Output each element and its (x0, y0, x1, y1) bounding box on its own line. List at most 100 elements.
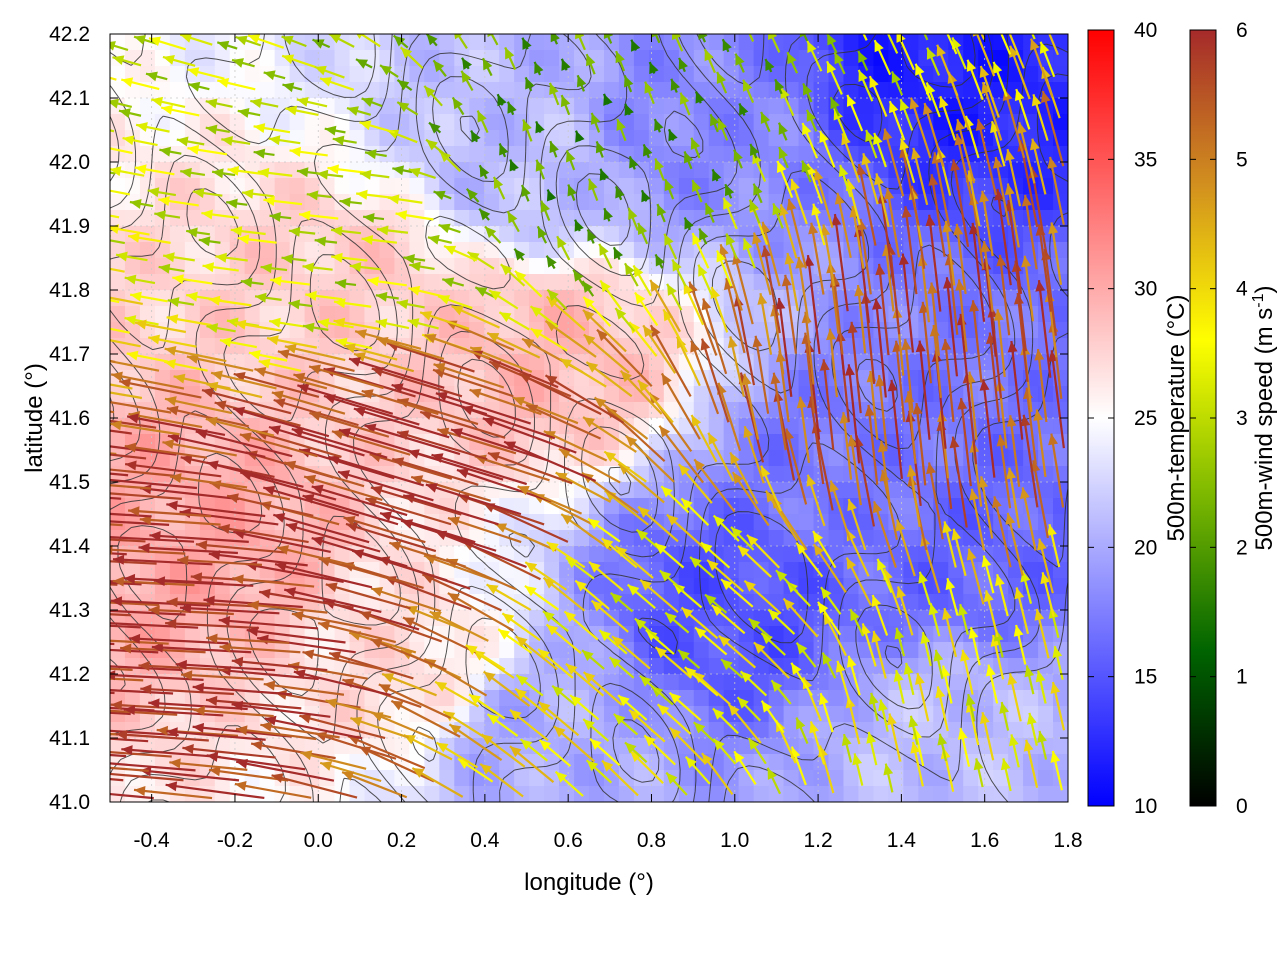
temperature-cell (633, 242, 650, 259)
temperature-cell (933, 34, 949, 51)
temperature-cell (514, 162, 530, 179)
temperature-cell (708, 722, 725, 739)
temperature-cell (1038, 706, 1054, 723)
temperature-cell (903, 226, 919, 243)
temperature-cell (813, 114, 830, 131)
temperature-cell (603, 386, 620, 403)
temperature-cell (214, 194, 231, 211)
temperature-cell (439, 50, 455, 67)
temperature-cell (708, 786, 725, 802)
temperature-cell (1038, 194, 1054, 211)
temperature-cell (723, 66, 740, 83)
x-tick-label: 0.6 (554, 829, 583, 852)
temperature-cell (828, 642, 845, 659)
temperature-cell (828, 226, 845, 243)
y-tick-label: 41.0 (49, 791, 90, 814)
x-tick-label: 0.2 (387, 829, 416, 852)
temperature-cell (813, 386, 830, 403)
temperature-cell (574, 306, 590, 323)
y-tick-label: 41.1 (49, 727, 90, 750)
temperature-cell (678, 770, 695, 787)
temperature-cell (843, 258, 860, 275)
temperature-cell (798, 66, 815, 83)
temperature-cell (633, 418, 650, 435)
temperature-cell (1008, 770, 1024, 787)
temperature-cell (529, 290, 545, 307)
temperature-cell (933, 626, 949, 643)
colorbar-tick-label: 30 (1134, 278, 1157, 301)
temperature-cell (783, 786, 800, 802)
temperature-cell (768, 578, 785, 595)
temperature-cell (124, 146, 141, 163)
temperature-cell (454, 130, 470, 147)
temperature-cell (633, 98, 650, 115)
temperature-cell (768, 530, 785, 547)
temperature-cell (199, 578, 216, 595)
temperature-cell (574, 50, 590, 67)
temperature-cell (633, 210, 650, 227)
temperature-cell (499, 242, 515, 259)
temperature-cell (948, 754, 964, 771)
temperature-cell (678, 130, 695, 147)
temperature-cell (214, 786, 231, 802)
temperature-cell (1023, 434, 1039, 451)
temperature-cell (334, 306, 351, 323)
temperature-cell (843, 114, 860, 131)
temperature-cell (903, 354, 919, 371)
temperature-cell (933, 242, 949, 259)
temperature-cell (798, 706, 815, 723)
temperature-cell (903, 578, 919, 595)
temperature-cell (813, 82, 830, 99)
temperature-cell (843, 594, 860, 611)
temperature-cell (319, 274, 336, 291)
temperature-cell (559, 738, 575, 755)
temperature-cell (334, 114, 351, 131)
temperature-cell (259, 306, 276, 323)
temperature-cell (304, 162, 321, 179)
temperature-cell (484, 194, 500, 211)
temperature-cell (379, 210, 396, 227)
temperature-cell (678, 626, 695, 643)
temperature-cell (184, 258, 201, 275)
temperature-cell (154, 354, 171, 371)
temperature-cell (993, 34, 1009, 51)
temperature-cell (589, 546, 605, 563)
temperature-cell (154, 114, 171, 131)
temperature-cell (1053, 34, 1068, 51)
temperature-cell (514, 322, 530, 339)
temperature-cell (723, 114, 740, 131)
temperature-cell (978, 786, 994, 802)
temperature-cell (184, 722, 201, 739)
temperature-cell (424, 338, 440, 355)
temperature-cell (603, 130, 620, 147)
temperature-cell (678, 82, 695, 99)
temperature-cell (124, 162, 141, 179)
temperature-cell (633, 114, 650, 131)
temperature-cell (693, 66, 710, 83)
temperature-cell (843, 274, 860, 291)
temperature-cell (184, 210, 201, 227)
temperature-cell (349, 130, 366, 147)
temperature-cell (454, 658, 470, 675)
y-tick-label: 42.2 (49, 23, 90, 46)
temperature-cell (184, 114, 201, 131)
temperature-cell (424, 274, 440, 291)
temperature-cell (214, 562, 231, 579)
temperature-cell (768, 130, 785, 147)
temperature-cell (903, 690, 919, 707)
temperature-cell (379, 242, 396, 259)
temperature-cell (753, 34, 770, 51)
temperature-cell (843, 338, 860, 355)
temperature-cell (334, 50, 351, 67)
temperature-cell (663, 674, 680, 691)
temperature-cell (783, 482, 800, 499)
temperature-cell (693, 786, 710, 802)
temperature-cell (229, 146, 246, 163)
temperature-cell (499, 370, 515, 387)
temperature-cell (574, 114, 590, 131)
temperature-cell (319, 178, 336, 195)
temperature-cell (110, 82, 126, 99)
temperature-cell (888, 322, 904, 339)
temperature-cell (1053, 82, 1068, 99)
temperature-cell (813, 98, 830, 115)
